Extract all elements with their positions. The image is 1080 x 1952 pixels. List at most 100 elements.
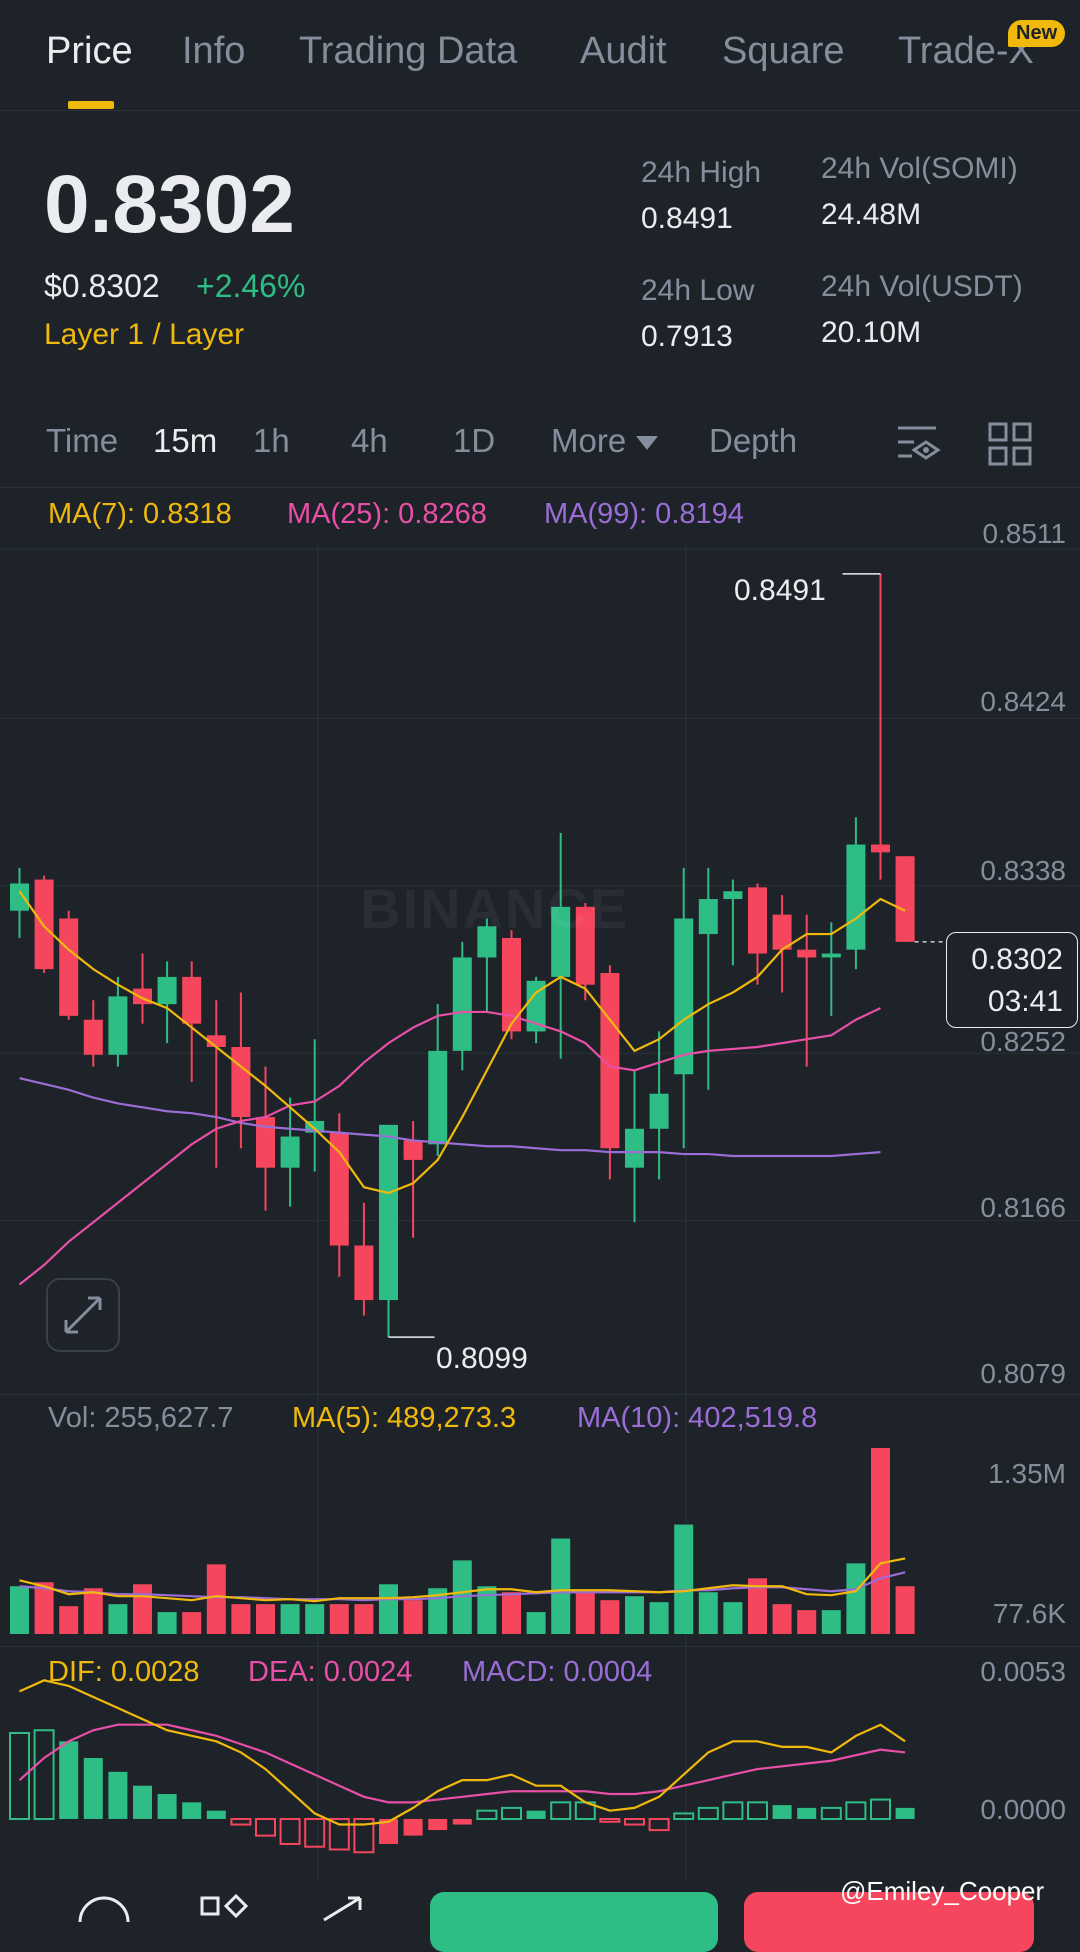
candle-body (428, 1050, 448, 1145)
interval-more[interactable]: More (551, 422, 659, 460)
macd-histogram-bar (353, 1817, 375, 1854)
high-24h-label: 24h High (641, 156, 762, 189)
macd-histogram-bar (206, 1810, 226, 1819)
volume-bar (231, 1604, 251, 1634)
volume-bar (256, 1604, 275, 1634)
candle-body (846, 844, 866, 950)
macd-histogram-bar (501, 1806, 522, 1820)
tab-audit[interactable]: Audit (580, 30, 667, 72)
macd-histogram-bar (133, 1785, 152, 1819)
ma25-legend: MA(25): 0.8268 (287, 498, 487, 530)
candle-body (452, 957, 472, 1051)
macd-histogram-bar (697, 1806, 719, 1820)
candle-body (231, 1046, 251, 1118)
high-24h-value: 0.8491 (641, 202, 733, 235)
volume-bar (83, 1588, 103, 1634)
interval-1h[interactable]: 1h (253, 422, 290, 459)
expand-icon (64, 1296, 102, 1334)
interval-divider (0, 487, 1080, 488)
candle-body (34, 879, 54, 970)
macd-histogram-bar (772, 1805, 792, 1819)
candle-body (600, 973, 620, 1149)
volume-bar (59, 1606, 79, 1634)
volume-bar (379, 1584, 398, 1634)
macd-histogram-bar (33, 1729, 55, 1820)
tab-price[interactable]: Price (46, 30, 133, 72)
macd-histogram-bar (747, 1801, 768, 1820)
macd-histogram-bar (157, 1794, 177, 1819)
macd-histogram-bar (722, 1801, 744, 1820)
candle-body (649, 1093, 669, 1129)
volume-bar (206, 1564, 226, 1634)
macd-histogram-bar (526, 1810, 546, 1819)
chart-settings-icon[interactable] (896, 422, 942, 466)
last-price: 0.8302 (44, 159, 295, 250)
macd-histogram-bar (820, 1806, 842, 1820)
ma99-line (19, 1077, 881, 1158)
candle-body (895, 856, 915, 942)
candle-body (157, 976, 177, 1005)
price-axis-label: 0.8424 (980, 686, 1066, 717)
price-axis-label: 0.8166 (980, 1192, 1066, 1223)
volume-bar (403, 1600, 423, 1634)
candle-body (821, 953, 841, 958)
volume-bar (600, 1600, 620, 1634)
volume-bar (329, 1604, 349, 1634)
macd-histogram-bar (624, 1817, 645, 1826)
volume-bar (895, 1586, 915, 1634)
candle-body (723, 891, 743, 900)
vol-quote-label: 24h Vol(USDT) (821, 270, 1023, 303)
layout-grid-icon[interactable] (988, 422, 1032, 466)
more-icon[interactable] (76, 1892, 132, 1922)
visible-high-label: 0.8491 (734, 574, 826, 607)
volume-bar (846, 1563, 866, 1634)
volume-bar (526, 1612, 546, 1634)
macd-histogram-bar (673, 1812, 695, 1820)
candle-countdown: 03:41 (987, 985, 1063, 1018)
interval-1d[interactable]: 1D (453, 422, 496, 459)
macd-histogram-bar (452, 1818, 472, 1825)
interval-depth[interactable]: Depth (709, 422, 798, 459)
watermark-user: @Emiley_Cooper (840, 1876, 1045, 1906)
price-axis-label: 0.8511 (982, 518, 1066, 549)
tab-info[interactable]: Info (182, 30, 246, 72)
volume-bar (698, 1592, 718, 1634)
low-24h-value: 0.7913 (641, 320, 733, 353)
interval-4h[interactable]: 4h (351, 422, 388, 459)
candle-body (526, 980, 546, 1032)
interval-15m[interactable]: 15m (153, 422, 218, 459)
volume-bar (575, 1592, 595, 1634)
candle-body (379, 1124, 398, 1301)
candlestick-chart[interactable] (0, 0, 1080, 1880)
buy-button[interactable] (430, 1892, 718, 1952)
macd-histogram-bar (379, 1818, 398, 1844)
macd-histogram-bar (845, 1801, 867, 1820)
macd-histogram-bar (550, 1801, 572, 1820)
volume-bar (34, 1582, 54, 1634)
candle-body (354, 1245, 374, 1301)
share-icon[interactable] (320, 1892, 370, 1922)
tab-trading-data[interactable]: Trading Data (299, 30, 518, 72)
ma7-line (18, 890, 906, 1195)
macd-histogram-bar (599, 1817, 621, 1823)
volume-bar (649, 1602, 669, 1634)
candle-body (502, 937, 521, 1032)
candle-body (305, 1120, 325, 1133)
fullscreen-button[interactable] (46, 1278, 120, 1352)
active-tab-indicator (68, 101, 114, 109)
macd-histogram-bar (182, 1802, 202, 1819)
vol-base-label: 24h Vol(SOMI) (821, 152, 1018, 185)
category-tag[interactable]: Layer 1 / Layer (44, 318, 245, 351)
ma7-legend: MA(7): 0.8318 (48, 498, 232, 530)
tab-square[interactable]: Square (722, 30, 845, 72)
top-tab-bar: Price Info Trading Data Audit Square Tra… (0, 0, 1080, 111)
volume-bar (821, 1610, 841, 1634)
apps-icon[interactable] (200, 1894, 252, 1922)
volume-ma5-line (19, 1557, 906, 1603)
candle-body (256, 1117, 275, 1168)
interval-time[interactable]: Time (46, 422, 119, 459)
binance-watermark: BINANCE (360, 877, 630, 940)
candle-body (871, 844, 890, 853)
candle-body (83, 1019, 103, 1055)
vol-quote-value: 20.10M (821, 316, 922, 349)
